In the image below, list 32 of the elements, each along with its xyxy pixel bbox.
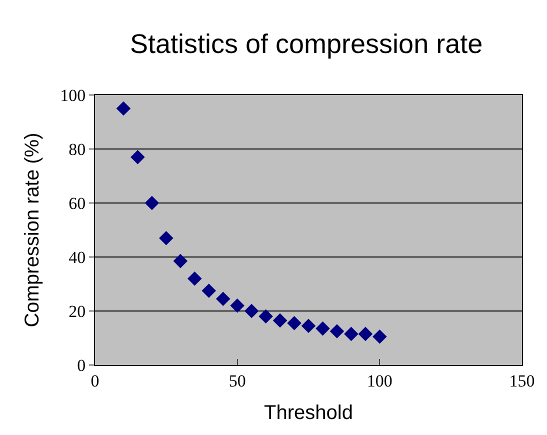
point xyxy=(216,292,230,306)
x-tick-label: 50 xyxy=(228,371,246,390)
point xyxy=(287,316,302,330)
y-axis-title: Compression rate (%) xyxy=(22,132,44,328)
point xyxy=(372,330,387,344)
x-tick-label: 150 xyxy=(509,371,535,390)
point xyxy=(330,324,344,338)
point xyxy=(144,196,160,210)
point xyxy=(301,318,316,333)
y-tick-label: 80 xyxy=(68,140,86,159)
chart-title: Statistics of compression rate xyxy=(130,28,483,59)
point xyxy=(244,304,259,318)
y-tick-label: 100 xyxy=(60,86,86,105)
y-tick-label: 40 xyxy=(68,248,86,267)
point xyxy=(116,101,131,116)
y-tick-label: 60 xyxy=(68,194,86,213)
point xyxy=(344,326,358,342)
point xyxy=(272,313,288,328)
x-axis-title: Threshold xyxy=(264,402,353,424)
y-tick-label: 0 xyxy=(77,356,86,375)
point xyxy=(159,230,174,246)
x-tick-label: 0 xyxy=(90,371,100,390)
point xyxy=(202,284,216,298)
y-tick-label: 20 xyxy=(68,302,86,321)
point xyxy=(258,309,273,324)
point xyxy=(316,321,330,336)
point xyxy=(230,298,244,313)
point xyxy=(130,150,145,164)
x-tick-label: 100 xyxy=(366,371,392,390)
point xyxy=(173,254,188,268)
point xyxy=(358,326,373,342)
point xyxy=(187,271,202,286)
